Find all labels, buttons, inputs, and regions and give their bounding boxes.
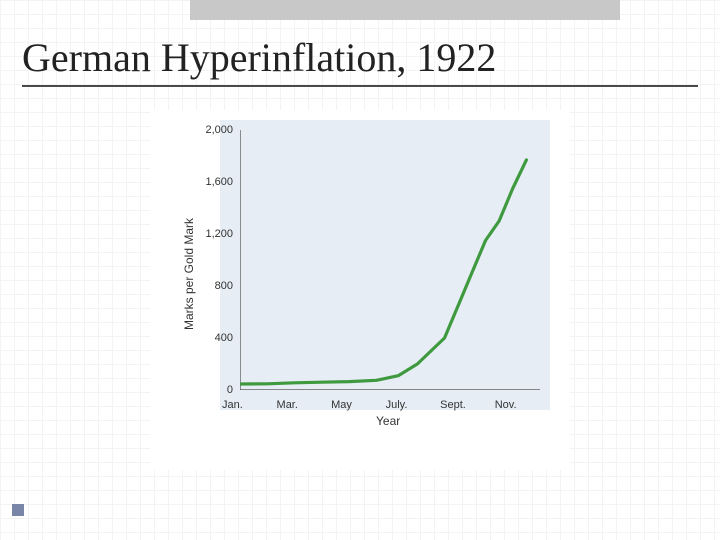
chart-plot-area — [240, 130, 540, 390]
chart-svg — [240, 130, 540, 390]
x-axis-label: Year — [376, 414, 400, 428]
page-title: German Hyperinflation, 1922 — [22, 34, 698, 81]
y-tick-label: 800 — [215, 280, 233, 292]
x-tick-label: Jan. — [222, 399, 243, 411]
chart-container: Marks per Gold Mark Year 0 400 800 1,200 1,6… — [150, 110, 570, 470]
y-tick-label: 400 — [215, 332, 233, 344]
y-axis-label: Marks per Gold Mark — [182, 218, 196, 330]
y-tick-label: 1,600 — [205, 176, 233, 188]
x-tick-label: July. — [386, 399, 408, 411]
x-tick-label: May — [331, 399, 352, 411]
y-tick-label: 1,200 — [205, 228, 233, 240]
x-tick-label: Sept. — [440, 399, 466, 411]
x-tick-label: Mar. — [277, 399, 298, 411]
title-underline — [22, 85, 698, 87]
y-tick-label: 0 — [227, 384, 233, 396]
x-tick-label: Nov. — [495, 399, 517, 411]
slide-topbar — [190, 0, 620, 20]
slide-page: German Hyperinflation, 1922 Marks per Go… — [0, 0, 720, 540]
y-tick-label: 2,000 — [205, 124, 233, 136]
title-block: German Hyperinflation, 1922 — [22, 34, 698, 87]
corner-square-icon — [12, 504, 24, 516]
